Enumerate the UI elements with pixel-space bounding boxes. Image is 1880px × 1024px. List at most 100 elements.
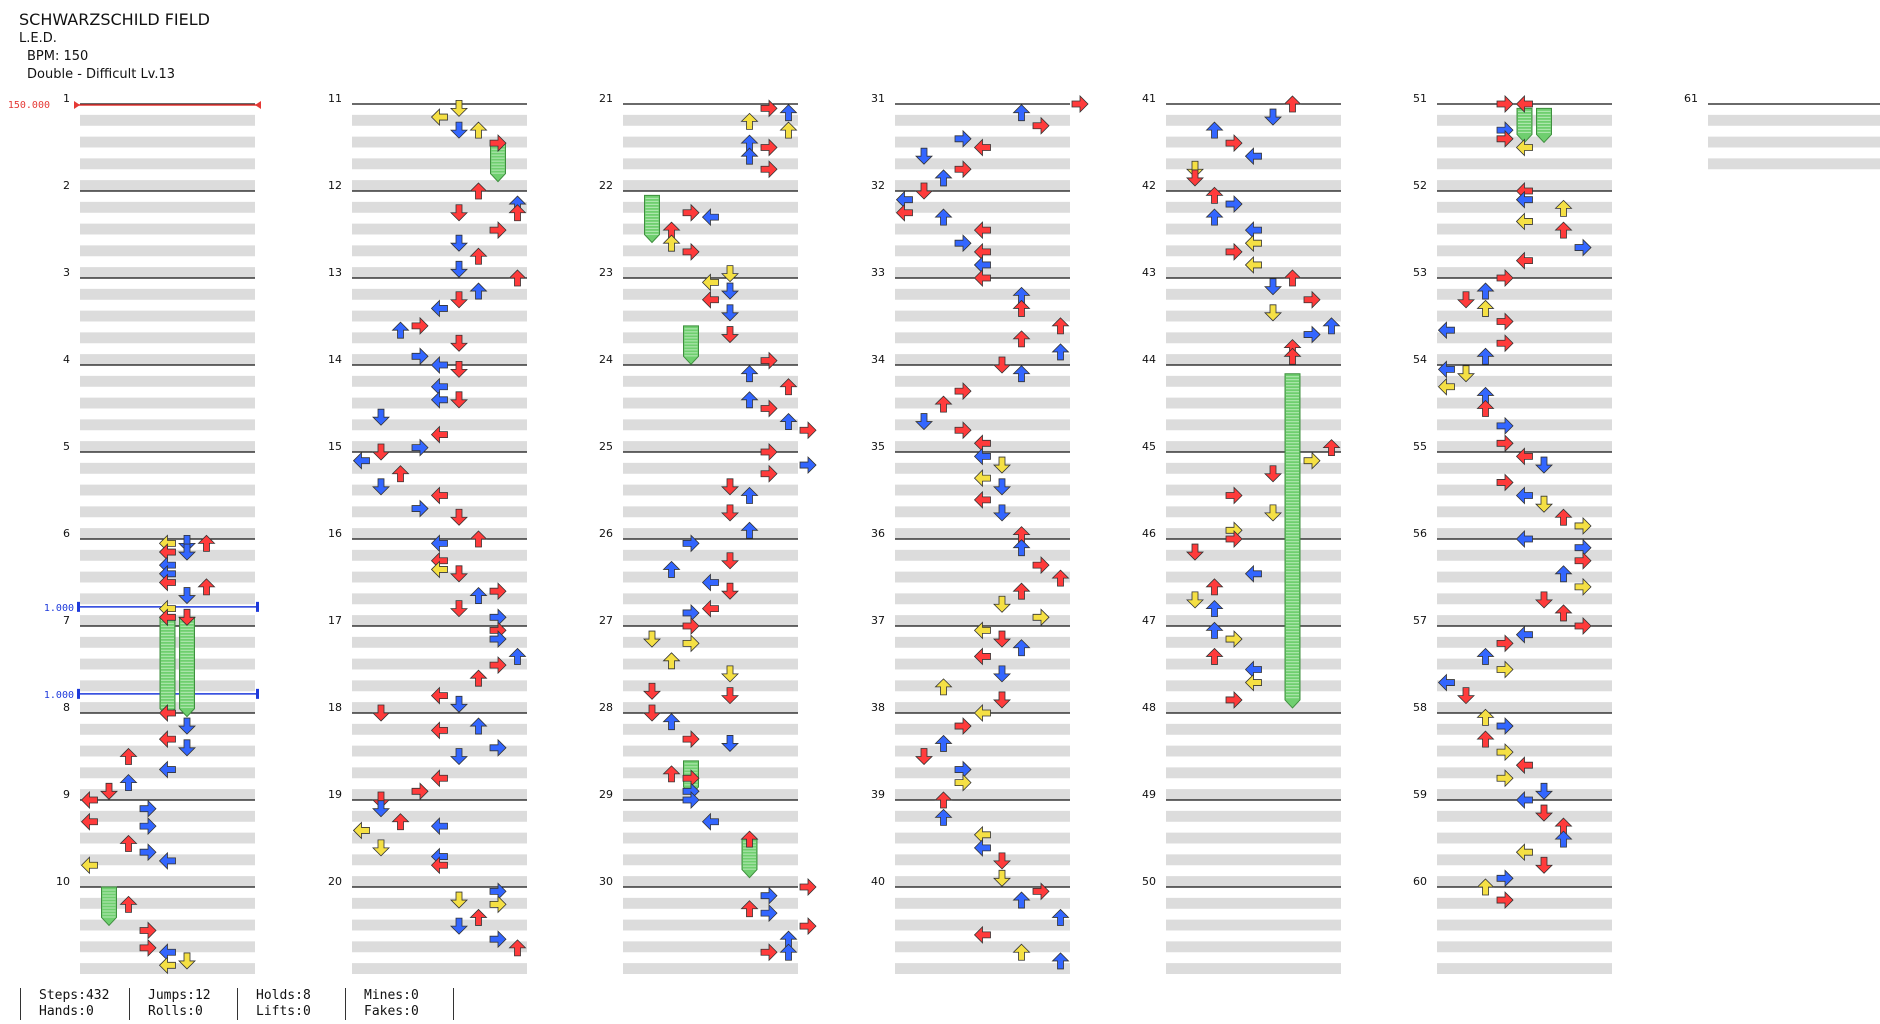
beat-band [80,419,255,431]
step-arrow-blue [779,104,798,122]
song-artist: L.E.D. [19,31,57,46]
step-arrow-red [760,443,778,461]
step-arrow-blue [721,735,739,753]
beat-band [80,506,255,518]
stat-jumps: Jumps:12 [148,988,211,1003]
beat-band [895,876,1070,887]
beat-band [1166,180,1341,191]
measure-number: 37 [871,614,885,627]
measure-number: 14 [328,353,342,366]
step-arrow-red [197,578,216,596]
beat-band [352,919,527,931]
beat-band [895,310,1070,322]
step-arrow-blue [1554,830,1573,848]
step-arrow-yellow [1032,608,1050,627]
hold-note [644,194,660,244]
step-arrow-red [973,925,991,944]
step-arrow-blue [954,129,972,148]
step-arrow-blue [508,647,527,665]
beat-band [80,745,255,757]
step-arrow-red [701,599,719,618]
beat-band [1166,332,1341,344]
step-arrow-blue [430,817,448,836]
step-arrow-red [450,391,468,409]
beat-band [352,615,527,626]
beat-band [1437,658,1612,670]
step-arrow-yellow [973,469,991,488]
beat-band [80,223,255,235]
step-arrow-yellow [1186,160,1204,178]
beat-band [895,180,1070,191]
step-arrow-red [469,530,488,548]
bpm-marker-label: 150.000 [8,100,50,111]
step-arrow-red [1535,804,1553,822]
beat-band [352,876,527,887]
step-arrow-yellow [1496,743,1514,762]
step-arrow-blue [993,478,1011,496]
beat-band [1437,593,1612,605]
beat-band [623,876,798,887]
step-arrow-red [158,608,176,627]
step-arrow-red [372,704,390,722]
step-arrow-blue [1012,365,1031,383]
step-arrow-red [430,425,448,444]
step-arrow-blue [139,799,157,818]
step-arrow-blue [740,486,759,504]
step-arrow-blue [973,447,991,466]
beat-band [623,919,798,931]
beat-band [623,549,798,561]
step-arrow-red [934,395,953,413]
step-arrow-yellow [1574,577,1592,596]
step-arrow-red [779,378,798,396]
step-arrow-red [1012,582,1031,600]
step-arrow-red [1554,508,1573,526]
beat-band [1437,419,1612,431]
beat-band [352,680,527,692]
step-arrow-yellow [352,821,370,840]
beat-band [1437,441,1612,452]
step-arrow-blue [139,843,157,862]
beat-band [80,354,255,365]
step-arrow-blue [430,356,448,374]
beat-band [895,158,1070,170]
beat-band [1708,136,1880,148]
step-arrow-blue [1437,360,1455,379]
beat-band [352,963,527,974]
step-arrow-red [450,334,468,352]
beat-band [1708,158,1880,170]
step-arrow-red [1515,251,1533,270]
beat-band [623,723,798,735]
beat-band [623,636,798,648]
beat-band [1166,375,1341,387]
bpm-marker-arrow [74,101,80,109]
step-arrow-blue [178,739,196,757]
beat-band [80,310,255,322]
step-arrow-red [1322,439,1341,457]
measure-number: 30 [599,875,613,888]
step-arrow-blue [1205,121,1224,139]
beat-band [1437,354,1612,365]
beat-band [1166,462,1341,474]
measure-number: 40 [871,875,885,888]
step-arrow-red [682,730,700,749]
beat-band [1166,484,1341,496]
beat-band [895,484,1070,496]
beat-band [80,201,255,213]
beat-band [1166,919,1341,931]
step-arrow-yellow [1437,377,1455,396]
beat-band [895,897,1070,909]
beat-band [1166,397,1341,409]
step-arrow-yellow [740,112,759,130]
measure-number: 48 [1142,701,1156,714]
beat-band [1437,876,1612,887]
step-arrow-red [430,856,448,875]
stat-block: Steps:432 Hands:0 [20,988,139,1020]
measure-number: 36 [871,527,885,540]
step-arrow-red [760,160,778,179]
beat-band [1166,723,1341,735]
step-arrow-red [915,182,933,200]
beat-band [1437,723,1612,735]
beat-band [895,919,1070,931]
step-arrow-blue [178,543,196,561]
step-arrow-red [1012,299,1031,317]
